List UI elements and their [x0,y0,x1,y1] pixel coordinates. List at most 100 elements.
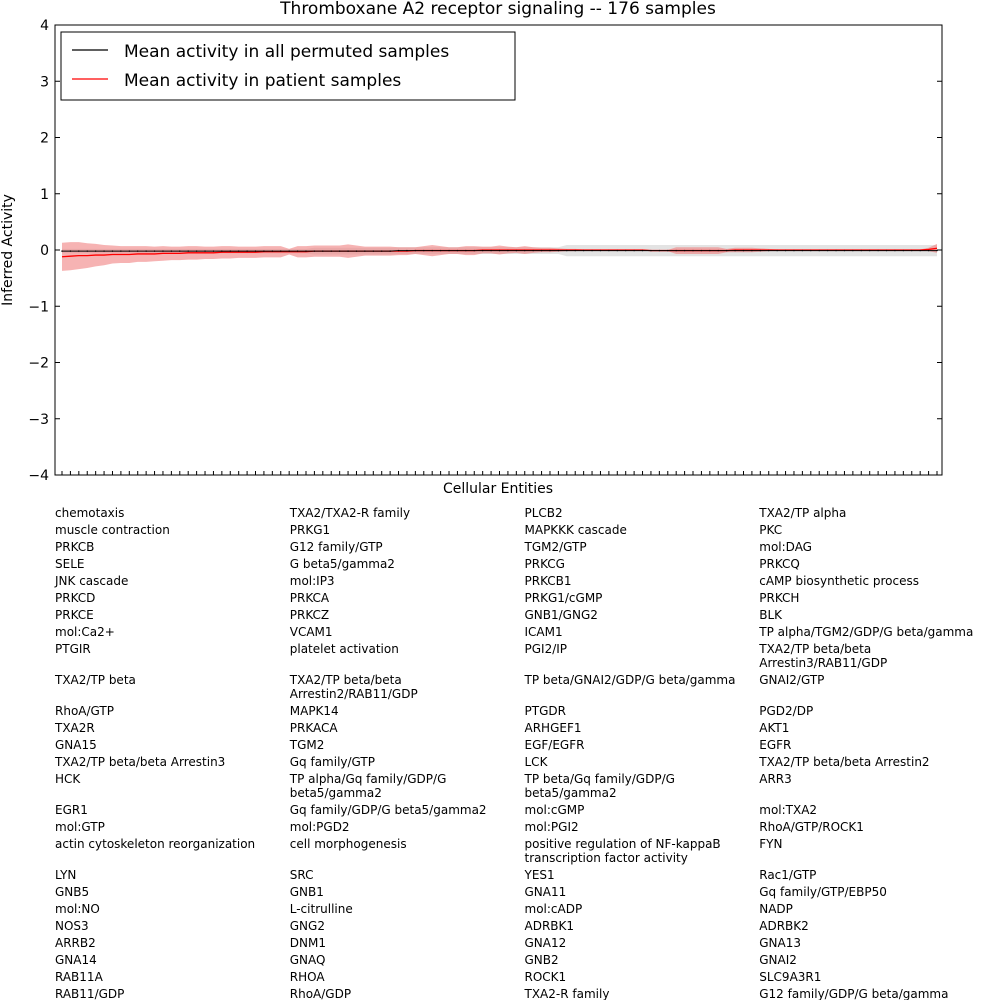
x-tick-label: mol:DAG [759,540,812,554]
x-tick-label: PGI2/IP [524,642,568,656]
x-tick-label: FYN [759,837,783,851]
x-tick-label: PRKCB1 [524,574,572,588]
x-tick-label: VCAM1 [289,625,333,639]
data-point-permuted [389,250,391,252]
x-tick-label: PRKCE [55,608,94,622]
data-point-permuted [826,249,829,252]
y-tick-label: 3 [40,74,49,90]
x-tick-label: GNAI2/GTP [759,673,825,687]
x-tick-label: actin cytoskeleton reorganization [55,837,256,851]
x-tick-label: ARRB2 [55,936,96,950]
data-point-permuted [288,250,290,252]
x-tick-label: mol:PGI2 [524,820,579,834]
x-tick-label: EGFR [759,738,792,752]
data-point-permuted [103,250,105,252]
x-tick-label: PKC [759,523,783,537]
data-point-permuted [120,250,122,252]
data-point-permuted [423,249,425,252]
x-tick-label: RAB11A [55,970,103,984]
data-point-permuted [515,249,518,252]
data-point-permuted [751,249,753,252]
data-point-permuted [911,249,913,252]
chart-title: Thromboxane A2 receptor signaling -- 176… [279,0,716,19]
x-tick-label: ARR3 [759,772,792,786]
data-point-permuted [439,249,442,252]
data-point-permuted [700,249,703,252]
x-tick-label: GNA11 [524,885,567,899]
legend: Mean activity in all permuted samples Me… [60,31,516,101]
data-point-permuted [868,249,871,252]
x-tick-label: PRKACA [289,721,338,735]
data-point-permuted [473,249,475,252]
y-tick-label: −4 [28,468,49,484]
data-point-permuted [381,250,383,252]
data-point-permuted [296,250,299,252]
y-tick-label: 4 [40,18,49,34]
x-tick-label: PRKCA [289,591,330,605]
data-point-permuted [768,249,770,252]
data-point-permuted [229,250,231,252]
x-tick-label: L-citrulline [289,902,353,916]
data-point-permuted [153,250,156,252]
x-tick-label: TP alpha/Gq family/GDP/G beta5/gamma2 [289,772,447,800]
data-point-permuted [254,250,257,252]
x-tick-label: Rac1/GTP [759,868,817,882]
data-point-permuted [540,249,543,252]
data-point-permuted [246,250,248,252]
data-point-permuted [776,249,778,252]
x-tick-label: EGF/EGFR [524,738,585,752]
x-tick-label: NOS3 [55,919,89,933]
data-point-permuted [902,249,905,252]
x-tick-label: PRKG1 [289,523,331,537]
data-point-permuted [591,249,593,252]
x-tick-label: TXA2/TP beta/beta Arrestin3/RAB11/GDP [759,642,888,670]
x-tick-label: PRKCZ [289,608,330,622]
x-tick-label: ROCK1 [524,970,567,984]
data-point-permuted [187,250,189,252]
x-tick-label: chemotaxis [55,506,125,520]
data-point-permuted [221,250,223,252]
data-point-permuted [818,249,820,252]
data-point-permuted [692,249,694,252]
data-point-permuted [305,250,307,252]
x-tick-label: PTGIR [55,642,91,656]
x-tick-label: PRKCB [55,540,95,554]
x-tick-label: BLK [759,608,783,622]
data-point-permuted [322,250,324,252]
x-tick-label: mol:IP3 [289,574,335,588]
legend-label-permuted: Mean activity in all permuted samples [124,42,449,62]
x-tick-label: GNG2 [289,919,325,933]
x-tick-label: Gq family/GTP/EBP50 [759,885,887,899]
y-axis-label: Inferred Activity [0,194,16,306]
data-point-permuted [574,249,576,252]
data-point-permuted [852,249,854,252]
data-point-permuted [616,249,618,252]
data-point-permuted [734,249,736,252]
data-point-permuted [111,250,114,252]
data-point-permuted [532,249,534,252]
x-tick-label: TP beta/GNAI2/GDP/G beta/gamma [524,673,736,687]
data-point-permuted [894,249,896,252]
x-tick-label: G12 family/GDP/G beta/gamma [759,987,949,1000]
data-point-permuted [145,250,147,252]
data-point-permuted [557,249,560,252]
data-point-permuted [725,249,728,252]
data-point-permuted [675,249,677,252]
x-tick-label: PRKCH [759,591,800,605]
data-point-permuted [507,249,509,252]
x-tick-label: Gq family/GTP [289,755,375,769]
x-tick-label: DNM1 [289,936,326,950]
data-point-permuted [709,249,711,252]
x-tick-label: PLCB2 [524,506,563,520]
confidence-bands [62,242,937,271]
x-tick-label: GNB1/GNG2 [524,608,598,622]
data-point-permuted [170,250,173,252]
x-tick-label: GNB1 [289,885,324,899]
x-tick-label: cell morphogenesis [289,837,407,851]
data-point-permuted [683,249,686,252]
data-point-permuted [414,249,417,252]
x-tick-label: TXA2/TP beta/beta Arrestin2/RAB11/GDP [289,673,418,701]
data-point-permuted [877,249,879,252]
data-point-permuted [456,249,459,252]
x-tick-label: TXA2/TP beta/beta Arrestin2 [759,755,930,769]
